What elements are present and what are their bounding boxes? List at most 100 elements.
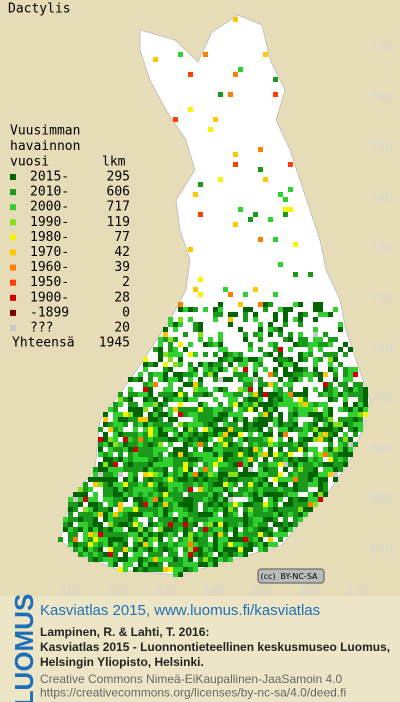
occurrence-square: [233, 527, 238, 532]
occurrence-square: [138, 542, 143, 547]
occurrence-square: [273, 367, 278, 372]
occurrence-square: [258, 447, 263, 452]
map-title: Dactylis: [8, 2, 71, 17]
occurrence-square: [238, 462, 243, 467]
occurrence-square: [98, 442, 103, 447]
occurrence-square: [138, 412, 143, 417]
occurrence-square: [153, 467, 158, 472]
occurrence-square: [153, 362, 158, 367]
occurrence-square: [203, 507, 208, 512]
occurrence-square: [253, 492, 258, 497]
occurrence-square: [88, 487, 93, 492]
occurrence-square: [88, 522, 93, 527]
occurrence-square: [193, 512, 198, 517]
occurrence-square: [238, 407, 243, 412]
occurrence-square: [143, 567, 148, 572]
occurrence-square: [218, 402, 223, 407]
occurrence-square: [338, 427, 343, 432]
occurrence-square: [343, 452, 348, 457]
occurrence-square: [178, 317, 183, 322]
occurrence-square: [198, 527, 203, 532]
occurrence-square: [273, 442, 278, 447]
legend-label: -1899: [30, 305, 69, 320]
occurrence-square: [168, 547, 173, 552]
occurrence-square: [203, 562, 208, 567]
occurrence-square: [173, 347, 178, 352]
occurrence-square: [113, 487, 118, 492]
occurrence-square: [183, 407, 188, 412]
occurrence-square: [63, 517, 68, 522]
occurrence-square: [183, 477, 188, 482]
occurrence-square: [163, 502, 168, 507]
occurrence-square: [158, 447, 163, 452]
occurrence-square: [328, 397, 333, 402]
occurrence-square: [308, 492, 313, 497]
occurrence-square: [238, 502, 243, 507]
occurrence-square: [78, 552, 83, 557]
occurrence-square: [278, 402, 283, 407]
occurrence-square: [108, 537, 113, 542]
legend-swatch: [10, 174, 16, 180]
occurrence-square: [118, 542, 123, 547]
occurrence-square: [163, 482, 168, 487]
occurrence-square: [278, 417, 283, 422]
occurrence-square: [248, 402, 253, 407]
occurrence-square: [148, 447, 153, 452]
occurrence-square: [333, 452, 338, 457]
occurrence-square: [198, 477, 203, 482]
occurrence-square: [323, 472, 328, 477]
occurrence-square: [218, 487, 223, 492]
occurrence-square: [283, 442, 288, 447]
occurrence-square: [288, 347, 293, 352]
occurrence-square: [188, 362, 193, 367]
occurrence-square: [218, 387, 223, 392]
occurrence-square: [68, 497, 73, 502]
occurrence-square: [158, 347, 163, 352]
occurrence-square: [233, 432, 238, 437]
occurrence-square: [68, 527, 73, 532]
occurrence-square: [298, 412, 303, 417]
occurrence-square: [313, 417, 318, 422]
occurrence-square: [158, 437, 163, 442]
occurrence-square: [353, 407, 358, 412]
occurrence-square: [163, 527, 168, 532]
occurrence-square: [108, 547, 113, 552]
occurrence-square: [108, 497, 113, 502]
occurrence-square: [218, 547, 223, 552]
occurrence-square: [258, 502, 263, 507]
occurrence-square: [198, 492, 203, 497]
total-label: Yhteensä: [12, 336, 75, 351]
occurrence-square: [273, 342, 278, 347]
occurrence-square: [163, 362, 168, 367]
occurrence-square: [133, 422, 138, 427]
occurrence-square: [283, 527, 288, 532]
occurrence-square: [208, 552, 213, 557]
occurrence-square: [298, 402, 303, 407]
occurrence-square: [148, 417, 153, 422]
occurrence-square: [243, 502, 248, 507]
occurrence-square: [323, 452, 328, 457]
occurrence-square: [108, 542, 113, 547]
occurrence-square: [103, 417, 108, 422]
occurrence-square: [143, 487, 148, 492]
occurrence-square: [273, 502, 278, 507]
occurrence-square: [288, 492, 293, 497]
occurrence-square: [253, 477, 258, 482]
occurrence-square: [143, 427, 148, 432]
occurrence-square: [258, 527, 263, 532]
occurrence-square: [138, 537, 143, 542]
occurrence-square: [88, 502, 93, 507]
occurrence-square: [258, 147, 263, 152]
occurrence-square: [163, 402, 168, 407]
occurrence-square: [233, 522, 238, 527]
occurrence-square: [223, 472, 228, 477]
occurrence-square: [313, 387, 318, 392]
occurrence-square: [213, 317, 218, 322]
occurrence-square: [178, 542, 183, 547]
occurrence-square: [253, 517, 258, 522]
occurrence-square: [133, 417, 138, 422]
occurrence-square: [223, 377, 228, 382]
legend-label: ???: [30, 321, 53, 336]
occurrence-square: [243, 382, 248, 387]
occurrence-square: [283, 477, 288, 482]
